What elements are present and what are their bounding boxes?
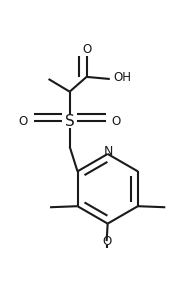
Text: O: O	[102, 235, 111, 248]
Text: O: O	[112, 115, 121, 128]
Text: N: N	[104, 145, 113, 158]
Text: O: O	[19, 115, 28, 128]
Text: OH: OH	[113, 72, 131, 84]
Text: O: O	[82, 43, 91, 56]
Text: S: S	[65, 114, 74, 129]
